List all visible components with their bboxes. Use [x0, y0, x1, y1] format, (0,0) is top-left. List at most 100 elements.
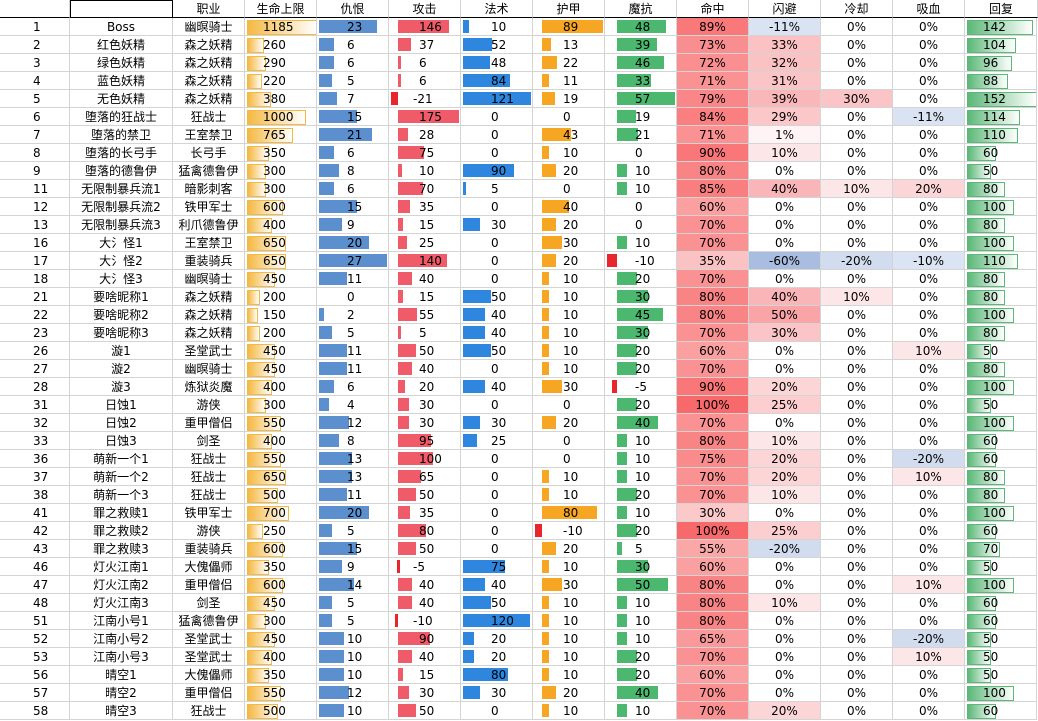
header-cell-id[interactable] [0, 0, 70, 18]
cell-hit[interactable]: 80% [677, 612, 749, 630]
cell-cd[interactable]: 0% [821, 54, 893, 72]
cell-hp[interactable]: 765 [245, 126, 317, 144]
cell-steal[interactable]: 0% [893, 18, 965, 36]
cell-job[interactable]: 狂战士 [173, 702, 245, 720]
cell-hit[interactable]: 70% [677, 684, 749, 702]
cell-armor[interactable]: 10 [533, 648, 605, 666]
cell-armor[interactable]: 89 [533, 18, 605, 36]
cell-hit[interactable]: 70% [677, 702, 749, 720]
cell-regen[interactable]: 50 [965, 342, 1037, 360]
cell-threat[interactable]: 5 [317, 594, 389, 612]
cell-cd[interactable]: 0% [821, 324, 893, 342]
cell-id[interactable]: 5 [0, 90, 70, 108]
cell-regen[interactable]: 110 [965, 126, 1037, 144]
cell-threat[interactable]: 10 [317, 666, 389, 684]
cell-atk[interactable]: 35 [389, 198, 461, 216]
cell-job[interactable]: 剑圣 [173, 594, 245, 612]
cell-regen[interactable]: 80 [965, 486, 1037, 504]
cell-hp[interactable]: 700 [245, 504, 317, 522]
cell-cd[interactable]: 0% [821, 432, 893, 450]
cell-steal[interactable]: 0% [893, 432, 965, 450]
cell-armor[interactable]: 11 [533, 72, 605, 90]
cell-job[interactable]: 王室禁卫 [173, 234, 245, 252]
cell-steal[interactable]: 0% [893, 360, 965, 378]
cell-hit[interactable]: 70% [677, 468, 749, 486]
cell-steal[interactable]: 0% [893, 396, 965, 414]
cell-mag[interactable]: 50 [461, 594, 533, 612]
cell-regen[interactable]: 142 [965, 18, 1037, 36]
cell-steal[interactable]: 0% [893, 90, 965, 108]
cell-mag[interactable]: 48 [461, 54, 533, 72]
cell-dodge[interactable]: 0% [749, 504, 821, 522]
cell-hp[interactable]: 300 [245, 162, 317, 180]
cell-regen[interactable]: 70 [965, 540, 1037, 558]
header-cell-res[interactable]: 魔抗 [605, 0, 677, 18]
cell-mag[interactable]: 121 [461, 90, 533, 108]
cell-mag[interactable]: 52 [461, 36, 533, 54]
cell-name[interactable]: Boss [70, 18, 173, 36]
header-cell-hit[interactable]: 命中 [677, 0, 749, 18]
cell-hp[interactable]: 200 [245, 288, 317, 306]
cell-id[interactable]: 53 [0, 648, 70, 666]
cell-armor[interactable]: 20 [533, 684, 605, 702]
header-cell-dodge[interactable]: 闪避 [749, 0, 821, 18]
cell-threat[interactable]: 6 [317, 180, 389, 198]
cell-steal[interactable]: 20% [893, 180, 965, 198]
cell-name[interactable]: 蓝色妖精 [70, 72, 173, 90]
cell-res[interactable]: 20 [605, 342, 677, 360]
cell-name[interactable]: 江南小号3 [70, 648, 173, 666]
cell-steal[interactable]: 0% [893, 234, 965, 252]
cell-regen[interactable]: 50 [965, 396, 1037, 414]
cell-dodge[interactable]: 30% [749, 324, 821, 342]
cell-job[interactable]: 森之妖精 [173, 324, 245, 342]
cell-regen[interactable]: 50 [965, 558, 1037, 576]
cell-hp[interactable]: 400 [245, 432, 317, 450]
cell-atk[interactable]: 20 [389, 378, 461, 396]
cell-steal[interactable]: 0% [893, 54, 965, 72]
cell-res[interactable]: 45 [605, 306, 677, 324]
cell-job[interactable]: 铁甲军士 [173, 504, 245, 522]
cell-id[interactable]: 9 [0, 162, 70, 180]
cell-name[interactable]: 要啥昵称1 [70, 288, 173, 306]
cell-cd[interactable]: 0% [821, 702, 893, 720]
cell-job[interactable]: 游侠 [173, 522, 245, 540]
cell-job[interactable]: 猛禽德鲁伊 [173, 162, 245, 180]
cell-hit[interactable]: 80% [677, 288, 749, 306]
header-cell-hp[interactable]: 生命上限 [245, 0, 317, 18]
cell-hit[interactable]: 90% [677, 144, 749, 162]
cell-cd[interactable]: 0% [821, 540, 893, 558]
header-cell-regen[interactable]: 回复 [965, 0, 1038, 18]
cell-dodge[interactable]: 0% [749, 666, 821, 684]
cell-dodge[interactable]: 29% [749, 108, 821, 126]
cell-hit[interactable]: 85% [677, 180, 749, 198]
cell-hit[interactable]: 75% [677, 450, 749, 468]
cell-atk[interactable]: 30 [389, 396, 461, 414]
cell-steal[interactable]: 0% [893, 144, 965, 162]
cell-threat[interactable]: 10 [317, 702, 389, 720]
cell-atk[interactable]: 40 [389, 576, 461, 594]
cell-armor[interactable]: 10 [533, 594, 605, 612]
cell-dodge[interactable]: 10% [749, 594, 821, 612]
cell-steal[interactable]: -20% [893, 450, 965, 468]
cell-mag[interactable]: 30 [461, 414, 533, 432]
cell-cd[interactable]: 0% [821, 684, 893, 702]
cell-armor[interactable]: 20 [533, 414, 605, 432]
cell-cd[interactable]: 0% [821, 666, 893, 684]
cell-res[interactable]: 10 [605, 630, 677, 648]
cell-steal[interactable]: 0% [893, 198, 965, 216]
cell-hp[interactable]: 550 [245, 684, 317, 702]
cell-cd[interactable]: 0% [821, 504, 893, 522]
header-cell-job[interactable]: 职业 [173, 0, 245, 18]
cell-armor[interactable]: 10 [533, 612, 605, 630]
cell-dodge[interactable]: 0% [749, 648, 821, 666]
cell-job[interactable]: 狂战士 [173, 468, 245, 486]
cell-cd[interactable]: 0% [821, 576, 893, 594]
cell-hp[interactable]: 380 [245, 90, 317, 108]
cell-atk[interactable]: 37 [389, 36, 461, 54]
cell-threat[interactable]: 0 [317, 288, 389, 306]
cell-armor[interactable]: 30 [533, 576, 605, 594]
cell-job[interactable]: 森之妖精 [173, 288, 245, 306]
cell-regen[interactable]: 50 [965, 630, 1037, 648]
cell-res[interactable]: 39 [605, 36, 677, 54]
cell-cd[interactable]: 0% [821, 234, 893, 252]
